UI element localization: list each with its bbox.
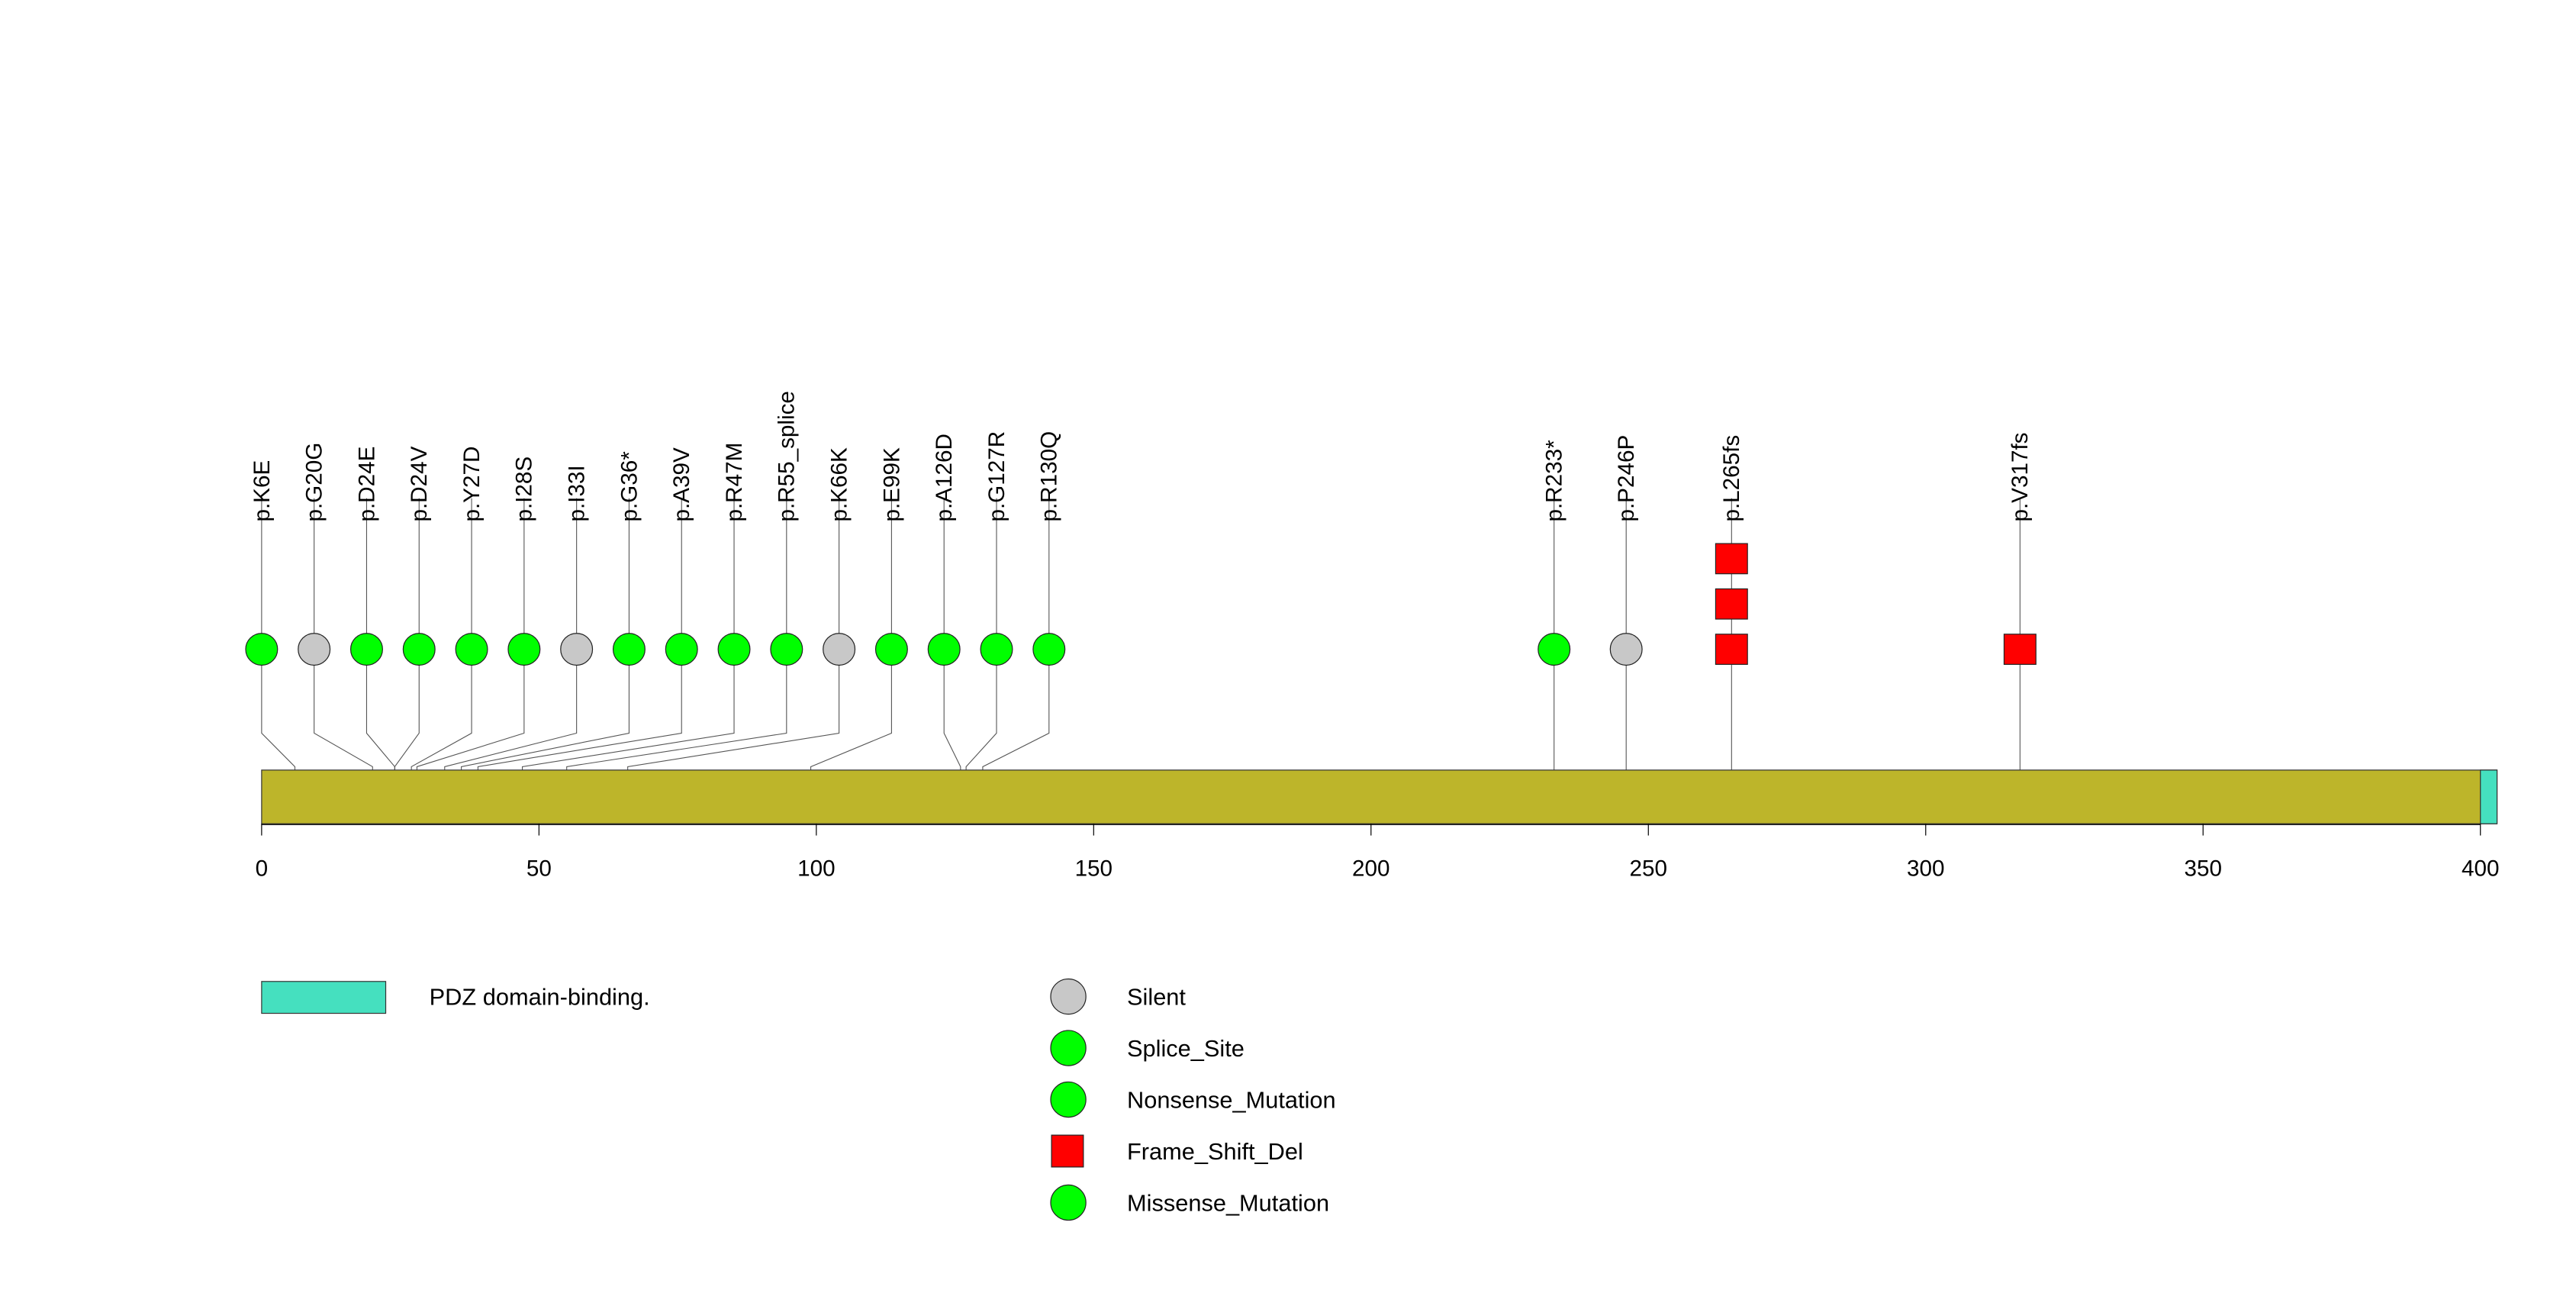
mutation-marker	[717, 633, 751, 666]
mutation-marker	[612, 633, 646, 666]
axis-tick-label: 350	[2184, 856, 2221, 881]
axis-tick-label: 300	[1907, 856, 1944, 881]
legend-type-label: Nonsense_Mutation	[1127, 1087, 1336, 1114]
axis-tick-label: 0	[256, 856, 269, 881]
mutation-label: p.G127R	[984, 431, 1009, 522]
mutation-label: p.G36*	[617, 451, 642, 522]
legend-marker	[1050, 978, 1087, 1015]
mutation-label: p.A39V	[669, 447, 694, 522]
mutation-marker	[874, 633, 908, 666]
mutation-marker	[927, 633, 961, 666]
mutation-label: p.G20G	[302, 443, 327, 522]
legend-domain-swatch	[261, 981, 387, 1014]
mutation-marker	[1032, 633, 1066, 666]
mutation-marker	[455, 633, 488, 666]
legend-type-label: Silent	[1127, 984, 1186, 1011]
legend-marker	[1050, 1184, 1087, 1221]
mutation-marker	[349, 633, 383, 666]
mutation-marker	[507, 633, 541, 666]
mutation-label: p.R47M	[722, 443, 747, 522]
legend: PDZ domain-binding. Silent Splice_Site Nons…	[261, 978, 1336, 1221]
mutation-marker	[1538, 633, 1571, 666]
legend-type-label: Frame_Shift_Del	[1127, 1138, 1303, 1165]
mutation-marker	[298, 633, 331, 666]
mutation-label: p.Y27D	[459, 447, 485, 522]
legend-type-label: Splice_Site	[1127, 1035, 1245, 1062]
legend-marker	[1050, 1030, 1087, 1066]
mutation-label: p.K6E	[250, 460, 275, 522]
x-axis: 0 50 100 150 200 250 300 350 400	[256, 824, 2499, 881]
mutation-label: p.A126D	[932, 434, 957, 521]
legend-type-label: Missense_Mutation	[1127, 1189, 1329, 1216]
mutation-label: p.R233*	[1542, 440, 1567, 522]
axis-tick-label: 150	[1075, 856, 1113, 881]
mutation-marker	[665, 633, 698, 666]
axis-tick-label: 400	[2462, 856, 2499, 881]
mutation-marker	[770, 633, 803, 666]
axis-tick-label: 250	[1630, 856, 1667, 881]
mutation-label: p.I28S	[512, 456, 537, 522]
mutation-label: p.P246P	[1614, 435, 1639, 522]
mutation-labels: p.K6E p.G20G p.D24E p.D24V p.Y27D p.I28S p.I33…	[250, 391, 2033, 521]
mutation-marker	[245, 633, 279, 666]
axis-tick-label: 100	[797, 856, 835, 881]
axis-tick-label: 200	[1352, 856, 1389, 881]
mutation-marker	[980, 633, 1013, 666]
mutation-label: p.D24V	[407, 446, 432, 521]
protein-backbone-group	[261, 769, 2498, 824]
mutation-label: p.E99K	[879, 447, 904, 522]
mutation-label: p.D24E	[354, 447, 379, 522]
axis-tick-label: 50	[526, 856, 552, 881]
protein-backbone	[261, 769, 2498, 824]
mutation-marker	[2003, 634, 2037, 665]
legend-marker	[1050, 1081, 1087, 1118]
mutation-label: p.K66K	[827, 447, 852, 522]
mutation-marker	[1715, 588, 1748, 620]
mutation-marker	[560, 633, 594, 666]
mutation-marker	[1715, 634, 1748, 665]
legend-marker	[1051, 1134, 1084, 1168]
mutation-label: p.V317fs	[2008, 432, 2033, 521]
mutation-label: p.R130Q	[1037, 431, 1062, 522]
mutation-label: p.I33I	[565, 465, 590, 521]
legend-domain-label: PDZ domain-binding.	[430, 984, 650, 1011]
mutation-marker	[1609, 633, 1643, 666]
mutation-marker	[1715, 543, 1748, 575]
domain-0	[2480, 769, 2498, 824]
mutation-marker	[823, 633, 856, 666]
mutation-markers	[245, 543, 2037, 666]
lollipop-stems	[261, 498, 2021, 650]
mutation-label: p.R55_splice	[774, 391, 800, 521]
mutation-label: p.L265fs	[1719, 435, 1744, 522]
mutation-marker	[402, 633, 436, 666]
